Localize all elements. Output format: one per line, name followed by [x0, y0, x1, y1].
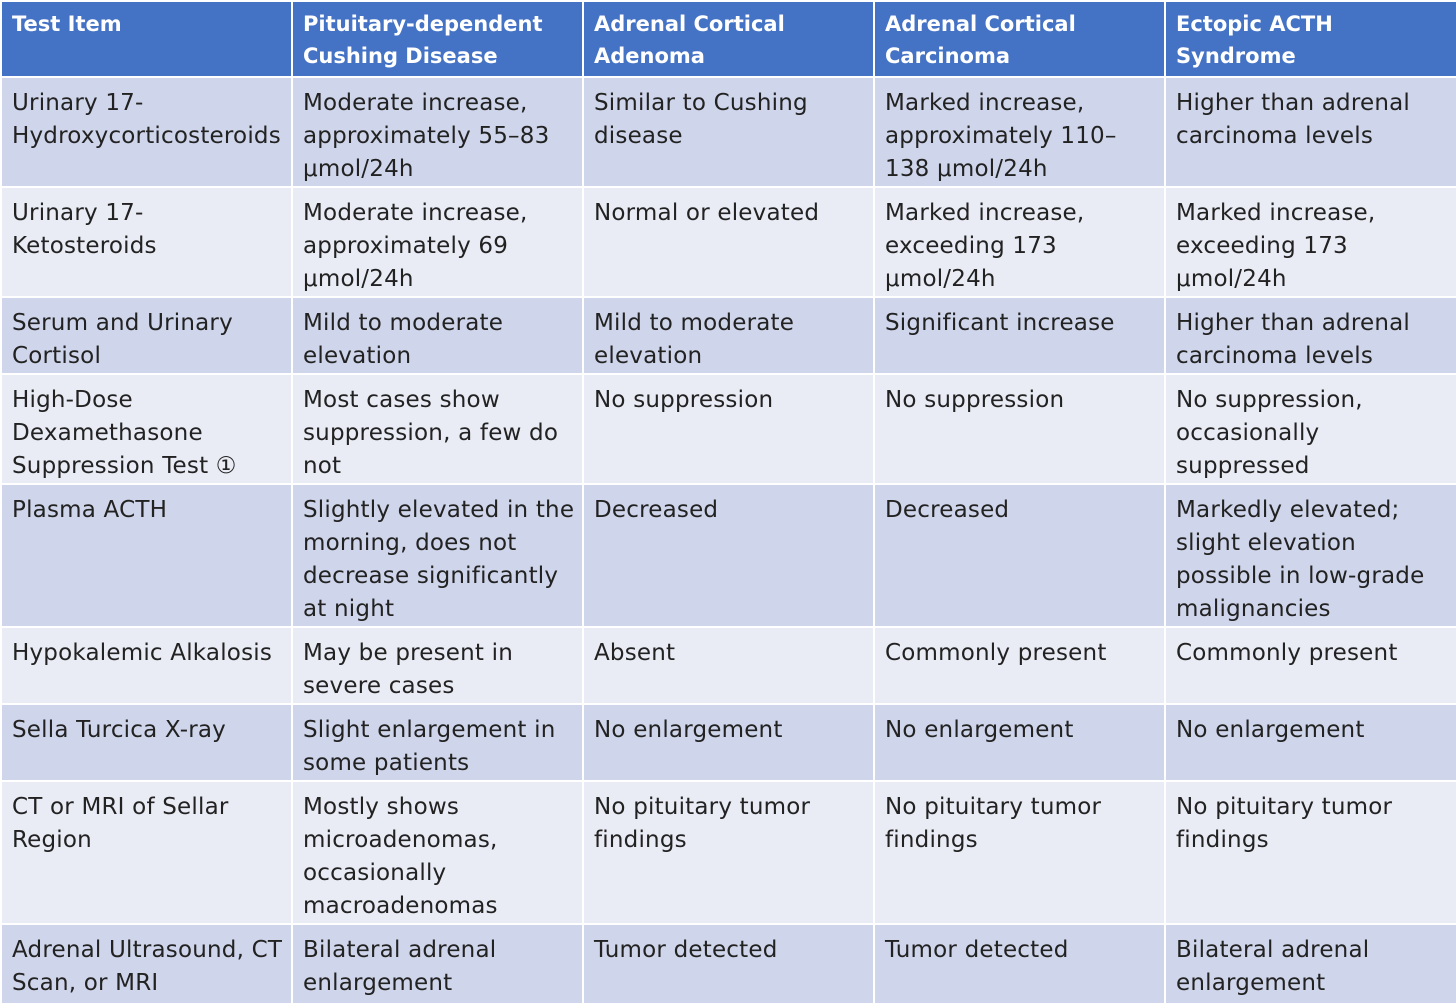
table-row: Hypokalemic Alkalosis May be present in …	[0, 626, 1456, 705]
table-cell: No pituitary tumor findings	[873, 780, 1166, 925]
table-cell: Most cases show suppression, a few do no…	[291, 373, 584, 485]
header-ectopic-acth: Ectopic ACTH Syndrome	[1164, 0, 1456, 78]
header-adrenal-carcinoma: Adrenal Cortical Carcinoma	[873, 0, 1166, 78]
table-cell: Higher than adrenal carcinoma levels	[1164, 296, 1456, 375]
table-row: Sella Turcica X-ray Slight enlargement i…	[0, 703, 1456, 782]
table-cell: No pituitary tumor findings	[1164, 780, 1456, 925]
table-cell: Serum and Urinary Cortisol	[0, 296, 293, 375]
table-cell: Normal or elevated	[582, 186, 875, 298]
table-cell: Commonly present	[873, 626, 1166, 705]
table-header-row: Test Item Pituitary-dependent Cushing Di…	[0, 0, 1456, 78]
table-cell: Plasma ACTH	[0, 483, 293, 628]
table-cell: High-Dose Dexamethasone Suppression Test…	[0, 373, 293, 485]
table-cell: No pituitary tumor findings	[582, 780, 875, 925]
table-row: Adrenal Ultrasound, CT Scan, or MRI Bila…	[0, 923, 1456, 1005]
table-cell: Commonly present	[1164, 626, 1456, 705]
table-cell: No enlargement	[582, 703, 875, 782]
table-cell: Urinary 17-Ketosteroids	[0, 186, 293, 298]
table-row: High-Dose Dexamethasone Suppression Test…	[0, 373, 1456, 485]
table-cell: Urinary 17-Hydroxycorticosteroids	[0, 76, 293, 188]
table-cell: May be present in severe cases	[291, 626, 584, 705]
table-cell: No suppression	[873, 373, 1166, 485]
table-cell: Similar to Cushing disease	[582, 76, 875, 188]
table-cell: CT or MRI of Sellar Region	[0, 780, 293, 925]
table-cell: Tumor detected	[582, 923, 875, 1005]
table-row: CT or MRI of Sellar Region Mostly shows …	[0, 780, 1456, 925]
table-row: Urinary 17-Ketosteroids Moderate increas…	[0, 186, 1456, 298]
table-cell: Higher than adrenal carcinoma levels	[1164, 76, 1456, 188]
table-cell: No enlargement	[1164, 703, 1456, 782]
table-cell: Mostly shows microadenomas, occasionally…	[291, 780, 584, 925]
table-cell: Decreased	[582, 483, 875, 628]
header-test-item: Test Item	[0, 0, 293, 78]
table-cell: No suppression	[582, 373, 875, 485]
table-row: Urinary 17-Hydroxycorticosteroids Modera…	[0, 76, 1456, 188]
table-cell: Slight enlargement in some patients	[291, 703, 584, 782]
table-row: Serum and Urinary Cortisol Mild to moder…	[0, 296, 1456, 375]
table-cell: Significant increase	[873, 296, 1166, 375]
table-cell: Absent	[582, 626, 875, 705]
table-cell: Bilateral adrenal enlargement	[291, 923, 584, 1005]
table-cell: Marked increase, exceeding 173 μmol/24h	[1164, 186, 1456, 298]
table-cell: Marked increase, approximately 110–138 μ…	[873, 76, 1166, 188]
table-cell: Mild to moderate elevation	[291, 296, 584, 375]
table-cell: Decreased	[873, 483, 1166, 628]
table-cell: Sella Turcica X-ray	[0, 703, 293, 782]
table-cell: Adrenal Ultrasound, CT Scan, or MRI	[0, 923, 293, 1005]
table-cell: Moderate increase, approximately 69 μmol…	[291, 186, 584, 298]
table-cell: Markedly elevated; slight elevation poss…	[1164, 483, 1456, 628]
table-cell: Slightly elevated in the morning, does n…	[291, 483, 584, 628]
table-cell: Moderate increase, approximately 55–83 μ…	[291, 76, 584, 188]
table-cell: Hypokalemic Alkalosis	[0, 626, 293, 705]
table-cell: Tumor detected	[873, 923, 1166, 1005]
table-row: Plasma ACTH Slightly elevated in the mor…	[0, 483, 1456, 628]
header-adrenal-adenoma: Adrenal Cortical Adenoma	[582, 0, 875, 78]
table-cell: Bilateral adrenal enlargement	[1164, 923, 1456, 1005]
table-cell: No enlargement	[873, 703, 1166, 782]
table-cell: Marked increase, exceeding 173 μmol/24h	[873, 186, 1166, 298]
table-cell: Mild to moderate elevation	[582, 296, 875, 375]
table-cell: No suppression, occasionally suppressed	[1164, 373, 1456, 485]
header-pituitary-cushing: Pituitary-dependent Cushing Disease	[291, 0, 584, 78]
